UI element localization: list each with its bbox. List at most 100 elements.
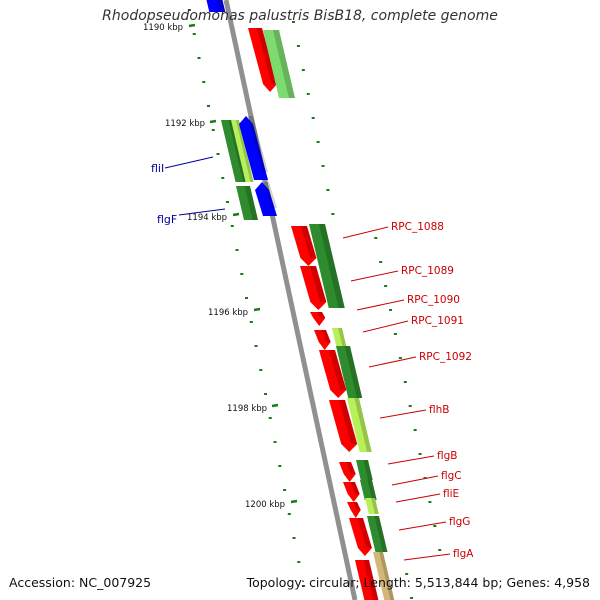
backbone — [223, 0, 358, 600]
feature-flgc — [343, 482, 360, 502]
ruler-label: 1192 kbp — [165, 119, 205, 129]
feature-flgb-fwd-body — [356, 460, 373, 480]
gene-label-line — [362, 320, 409, 333]
feature-flga-shade — [363, 560, 379, 600]
feature-blue-top — [206, 0, 226, 12]
feature-blue-top-shade — [216, 0, 226, 12]
accession: Accession: NC_007925 — [9, 575, 151, 590]
gene-label-line — [342, 226, 389, 239]
gene-label-RPC_1090: RPC_1090 — [407, 294, 460, 306]
feature-fwd-1194-shade — [244, 186, 258, 220]
feature-flga-body — [355, 560, 379, 600]
feature-flie-fwd — [365, 498, 379, 514]
feature-flgg-fwd-body — [367, 516, 388, 552]
feature-flgb-body — [339, 462, 356, 482]
gene-label-line — [398, 521, 447, 531]
feature-rpc1092-fwd — [336, 346, 363, 398]
feature-fwd-top — [263, 30, 295, 98]
gene-label-line — [368, 356, 417, 368]
ruler-major-tick — [290, 499, 298, 504]
feature-flhb-fwd-shade — [354, 398, 372, 452]
feature-fwd-1192-light — [231, 120, 254, 182]
ruler-major-tick — [253, 307, 261, 312]
feature-rpc1089 — [300, 266, 327, 310]
feature-fwd-1192-light-shade — [235, 120, 254, 182]
gene-label-RPC_1088: RPC_1088 — [391, 221, 444, 233]
ruler-label: 1198 kbp — [227, 404, 267, 414]
length-value: 5,513,844 bp — [414, 575, 499, 590]
ruler-major-tick — [188, 23, 196, 28]
feature-flhb-shade — [338, 400, 358, 444]
feature-flgb-fwd — [356, 460, 373, 480]
feature-blue-1194-body — [255, 182, 277, 216]
feature-flie-fwd-shade — [371, 498, 379, 514]
feature-flie-shade — [353, 502, 361, 510]
feature-rpc1092-fwd-shade — [344, 346, 363, 398]
feature-rev-top-body — [248, 28, 278, 92]
gene-label-flgA: flgA — [453, 548, 474, 560]
feature-fwd-1192-light-body — [231, 120, 254, 182]
backbone-line — [223, 0, 358, 600]
feature-flga-fwd — [373, 552, 395, 600]
feature-flgg-fwd-shade — [374, 516, 388, 552]
feature-fwd-top-shade — [272, 30, 295, 98]
ruler-major-tick — [209, 119, 217, 124]
topology-value: circular — [309, 575, 356, 590]
feature-flga-fwd-shade — [379, 552, 395, 600]
feature-rpc1092-body — [319, 350, 347, 398]
left-feature-labels: fliI flgF — [151, 156, 226, 226]
feature-rpc1088-fwd — [309, 224, 345, 308]
feature-rpc1088-fwd-body — [309, 224, 345, 308]
feature-rev-top-shade — [256, 28, 278, 84]
feature-rpc1091-shade — [321, 330, 331, 342]
feature-rpc1088 — [291, 226, 317, 266]
feature-flgc-fwd-shade — [367, 480, 377, 500]
feature-fwd-1194-body — [236, 186, 258, 220]
ruler-label: 1196 kbp — [208, 308, 248, 318]
gene-label-RPC_1092: RPC_1092 — [419, 351, 472, 363]
ruler-ticks — [188, 9, 442, 599]
feature-flhb-body — [329, 400, 358, 452]
feature-rpc1091 — [314, 330, 331, 350]
feature-rpc1088-fwd-shade — [318, 224, 345, 308]
gene-labels: RPC_1088 RPC_1089 RPC_1090 RPC_1091 RPC_1092… — [342, 221, 474, 561]
feature-blue-1194-shade — [263, 182, 277, 208]
feature-flga-fwd-body — [373, 552, 395, 600]
feature-rpc1090-body — [310, 312, 326, 326]
feature-blue-1192-body — [239, 116, 269, 180]
feature-flhb-fwd-body — [347, 398, 372, 452]
feature-rpc1090-shade — [317, 312, 326, 318]
feature-rpc1092-shade — [328, 350, 347, 390]
feature-rpc1089-body — [300, 266, 327, 310]
feature-rpc1089-shade — [309, 266, 327, 302]
ruler-labels: 1190 kbp 1192 kbp 1194 kbp 1196 kbp 1198 kbp… — [143, 23, 285, 510]
feature-flhb-fwd — [347, 398, 372, 452]
feature-rpc1091-body — [314, 330, 331, 350]
feature-blue-1192 — [239, 116, 269, 180]
left-label-line — [164, 156, 214, 169]
feature-rpc1091-fwd — [332, 328, 347, 346]
gene-label-RPC_1089: RPC_1089 — [401, 265, 454, 277]
gene-label-line — [356, 299, 405, 311]
gene-label-line — [350, 270, 399, 282]
left-label-flgF: flgF — [157, 213, 177, 226]
left-label-fliI: fliI — [151, 162, 164, 175]
ruler-label: 1190 kbp — [143, 23, 183, 33]
feature-rpc1091-fwd-shade — [338, 328, 347, 346]
feature-blue-1192-shade — [247, 116, 269, 172]
gene-label-flgB: flgB — [437, 450, 457, 462]
genes-label: Genes: — [506, 575, 551, 590]
feature-rev-top — [248, 28, 278, 92]
feature-fwd-top-body — [263, 30, 295, 98]
topology-label: Topology: — [246, 575, 306, 590]
genome-summary: Topology: circular; Length: 5,513,844 bp… — [246, 575, 590, 590]
feature-flie-body — [347, 502, 361, 518]
gene-label-flhB: flhB — [429, 404, 449, 416]
feature-flgg-shade — [357, 518, 372, 548]
gene-label-flgC: flgC — [441, 470, 462, 482]
feature-flgc-shade — [350, 482, 360, 494]
gene-label-line — [403, 553, 451, 561]
feature-fwd-1192-body — [221, 120, 248, 182]
